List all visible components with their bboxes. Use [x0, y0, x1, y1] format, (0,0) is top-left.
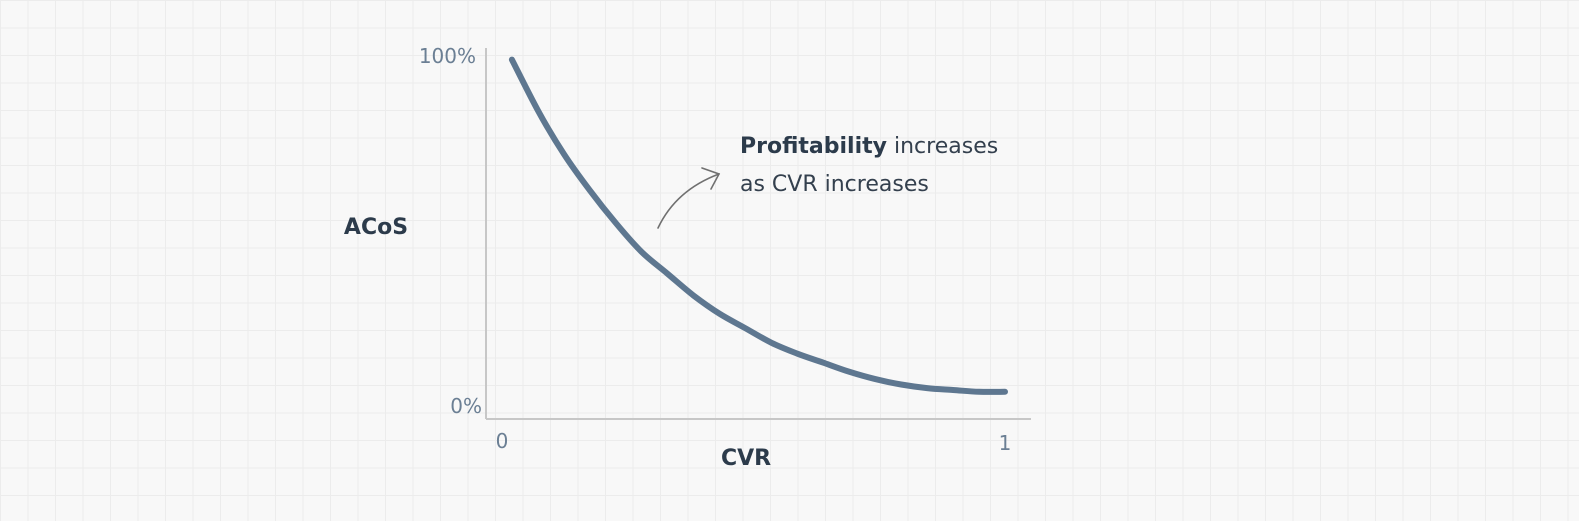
annotation-line-1-rest: increases: [894, 134, 999, 159]
annotation-arrow: [657, 167, 721, 229]
series-line: [508, 56, 1008, 395]
annotation-bold-text: Profitability: [740, 134, 887, 159]
x-axis-title: CVR: [721, 446, 771, 471]
y-axis-title: ACoS: [344, 215, 408, 240]
annotation-text: Profitability increases as CVR increases: [740, 128, 1070, 204]
x-tick-label-min: 0: [496, 429, 509, 453]
y-tick-label-max: 100%: [419, 44, 476, 68]
annotation-line-2: as CVR increases: [740, 172, 929, 197]
y-tick-label-min: 0%: [450, 394, 482, 418]
x-tick-label-max: 1: [999, 431, 1012, 455]
annotation-line-1: Profitability increases: [740, 128, 1070, 166]
